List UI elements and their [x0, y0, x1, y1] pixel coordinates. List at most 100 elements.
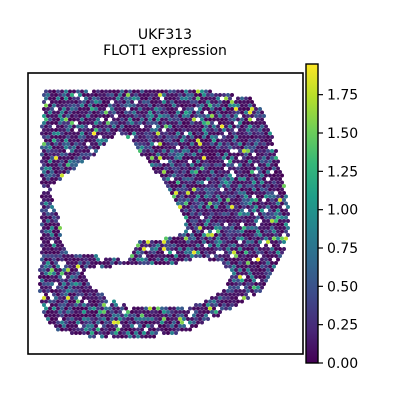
- expression-spot: [260, 145, 264, 150]
- expression-spot: [202, 184, 206, 188]
- expression-spot: [130, 121, 134, 125]
- expression-spot: [154, 135, 158, 139]
- expression-spot: [72, 131, 76, 136]
- colorbar-tick-label: 0.75: [327, 241, 358, 257]
- expression-spot: [120, 89, 124, 94]
- expression-spot: [238, 135, 242, 139]
- expression-spot: [204, 138, 208, 143]
- expression-spot: [62, 149, 66, 153]
- expression-spot: [174, 142, 178, 146]
- expression-spot: [176, 180, 180, 185]
- expression-spot: [192, 243, 196, 248]
- expression-spot: [138, 114, 142, 118]
- expression-spot: [162, 142, 166, 146]
- expression-spot: [232, 110, 236, 115]
- expression-spot: [122, 331, 126, 335]
- expression-spot: [78, 149, 82, 153]
- expression-spot: [226, 233, 230, 237]
- expression-spot: [256, 187, 260, 192]
- expression-spot: [216, 152, 220, 157]
- expression-spot: [152, 103, 156, 108]
- expression-spot: [230, 275, 234, 279]
- expression-spot: [218, 205, 222, 209]
- expression-spot: [104, 320, 108, 325]
- expression-spot: [204, 117, 208, 122]
- expression-spot: [242, 296, 246, 300]
- expression-spot: [230, 156, 234, 160]
- expression-spot: [66, 303, 70, 307]
- expression-spot: [152, 110, 156, 115]
- expression-spot: [60, 145, 64, 150]
- expression-spot: [222, 163, 226, 167]
- expression-spot: [214, 156, 218, 160]
- expression-spot: [112, 103, 116, 108]
- expression-spot: [244, 180, 248, 185]
- expression-spot: [210, 247, 214, 251]
- expression-spot: [242, 289, 246, 293]
- expression-spot: [64, 285, 68, 290]
- expression-spot: [218, 100, 222, 104]
- expression-spot: [272, 208, 276, 213]
- expression-spot: [180, 159, 184, 164]
- expression-spot: [104, 299, 108, 304]
- expression-spot: [172, 243, 176, 248]
- expression-spot: [180, 313, 184, 318]
- colorbar-tick-label: 0.00: [327, 356, 358, 372]
- expression-spot: [128, 257, 132, 262]
- expression-spot: [160, 320, 164, 325]
- expression-spot: [278, 184, 282, 188]
- expression-spot: [92, 131, 96, 136]
- expression-spot: [184, 313, 188, 318]
- expression-spot: [194, 310, 198, 314]
- expression-spot: [242, 142, 246, 146]
- expression-spot: [40, 278, 44, 283]
- expression-spot: [220, 222, 224, 227]
- expression-spot: [268, 187, 272, 192]
- expression-spot: [56, 145, 60, 150]
- expression-spot: [256, 180, 260, 185]
- expression-spot: [242, 282, 246, 286]
- expression-spot: [194, 121, 198, 125]
- expression-spot: [202, 93, 206, 97]
- expression-spot: [206, 233, 210, 237]
- expression-spot: [136, 306, 140, 311]
- expression-spot: [218, 212, 222, 216]
- expression-spot: [48, 187, 52, 192]
- expression-spot: [252, 159, 256, 164]
- expression-spot: [104, 103, 108, 108]
- expression-spot: [166, 170, 170, 174]
- expression-spot: [68, 292, 72, 297]
- expression-spot: [86, 100, 90, 104]
- expression-spot: [236, 292, 240, 297]
- expression-spot: [164, 243, 168, 248]
- expression-spot: [246, 100, 250, 104]
- expression-spot: [224, 292, 228, 297]
- expression-spot: [190, 219, 194, 223]
- expression-spot: [266, 135, 270, 139]
- expression-spot: [144, 250, 148, 255]
- expression-spot: [170, 170, 174, 174]
- expression-spot: [170, 142, 174, 146]
- expression-spot: [174, 149, 178, 153]
- expression-spot: [244, 110, 248, 115]
- expression-spot: [232, 138, 236, 143]
- expression-spot: [52, 166, 56, 171]
- expression-spot: [228, 187, 232, 192]
- expression-spot: [120, 117, 124, 122]
- expression-spot: [154, 93, 158, 97]
- expression-spot: [50, 93, 54, 97]
- expression-spot: [148, 306, 152, 311]
- expression-spot: [42, 170, 46, 174]
- expression-spot: [178, 114, 182, 118]
- expression-spot: [250, 268, 254, 272]
- expression-spot: [150, 107, 154, 111]
- expression-spot: [266, 240, 270, 244]
- expression-spot: [162, 100, 166, 104]
- expression-spot: [180, 131, 184, 136]
- expression-spot: [94, 142, 98, 146]
- expression-spot: [254, 121, 258, 125]
- expression-spot: [52, 299, 56, 304]
- expression-spot: [162, 149, 166, 153]
- expression-spot: [104, 264, 108, 269]
- expression-spot: [254, 205, 258, 209]
